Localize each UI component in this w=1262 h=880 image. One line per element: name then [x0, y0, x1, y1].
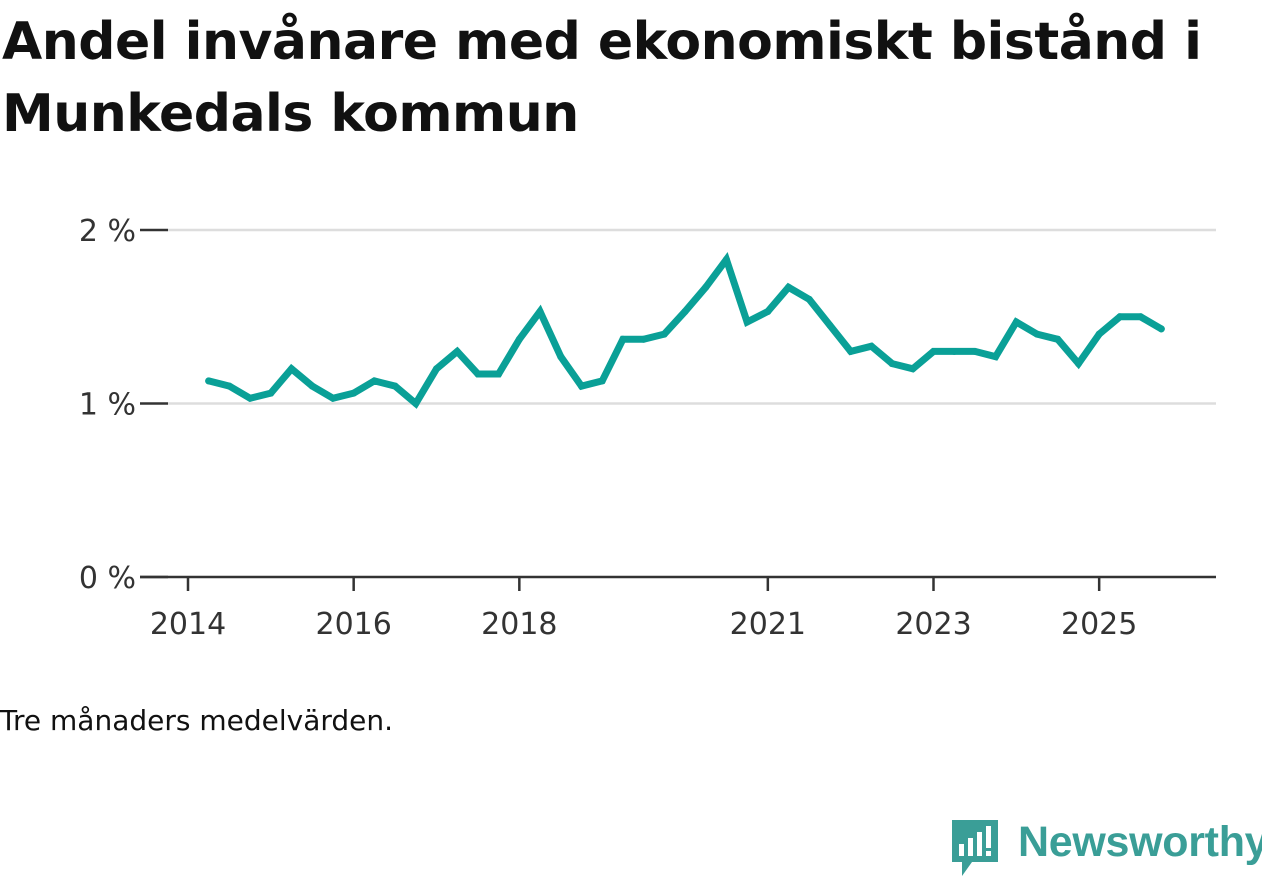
data-point [930, 347, 937, 355]
data-point [557, 353, 565, 361]
data-point [308, 382, 316, 390]
data-point [971, 347, 979, 355]
data-point [246, 394, 254, 402]
data-point [847, 347, 855, 355]
data-point [433, 365, 440, 373]
data-point [950, 347, 958, 355]
series-layer [205, 252, 1165, 409]
data-point [495, 370, 503, 378]
data-point [536, 308, 544, 316]
data-point [764, 308, 772, 316]
data-point [681, 308, 689, 316]
x-tick-label: 2018 [481, 607, 557, 642]
data-point [805, 295, 813, 303]
data-point [743, 318, 751, 326]
data-point [826, 321, 834, 329]
data-point [888, 360, 896, 368]
data-point [474, 370, 482, 378]
data-point [640, 335, 648, 343]
y-tick-label: 1 % [79, 388, 136, 423]
data-point [1012, 318, 1020, 326]
data-point [267, 389, 275, 397]
data-point [391, 382, 399, 390]
data-point [288, 365, 296, 373]
data-point [225, 382, 233, 390]
line-chart: 0 % 1 % 2 % 2014 2016 2018 2021 2023 2025 [79, 214, 1216, 642]
y-tick-label: 2 % [79, 214, 136, 249]
data-point [619, 335, 627, 343]
x-tick-label: 2025 [1061, 607, 1137, 642]
grid-layer [168, 228, 1216, 405]
y-tick-label: 0 % [79, 561, 136, 596]
data-point [992, 353, 1000, 361]
brand-name: Newsworthy [1018, 818, 1262, 866]
data-point [1054, 335, 1062, 343]
x-tick-label: 2023 [895, 607, 971, 642]
chart-title: Andel invånare med ekonomiskt bistånd i … [2, 12, 1202, 144]
data-point [205, 377, 213, 385]
data-point [1137, 313, 1145, 321]
data-point [867, 342, 875, 350]
data-point [515, 335, 523, 343]
data-point [598, 377, 606, 385]
data-point [722, 255, 730, 263]
data-point [1116, 313, 1124, 321]
data-point [1157, 325, 1165, 333]
series-line [205, 252, 1165, 409]
data-point [577, 382, 585, 390]
chart-note: Tre månaders medelvärden. [0, 704, 394, 737]
data-point [453, 347, 461, 355]
x-tick-label: 2014 [150, 607, 226, 642]
data-point [350, 389, 358, 397]
data-point [329, 394, 337, 402]
x-tick-label: 2016 [315, 607, 391, 642]
data-point [370, 377, 378, 385]
x-tick-label: 2021 [730, 607, 806, 642]
axis-layer: 0 % 1 % 2 % 2014 2016 2018 2021 2023 2025 [79, 214, 1216, 642]
data-point [1033, 330, 1041, 338]
data-point [785, 283, 793, 291]
data-point [702, 283, 710, 291]
data-point [412, 400, 420, 407]
data-point [1095, 330, 1103, 338]
data-point [909, 365, 917, 373]
data-point [1074, 360, 1082, 368]
data-point [660, 330, 668, 338]
newsworthy-logo-icon [952, 820, 998, 876]
